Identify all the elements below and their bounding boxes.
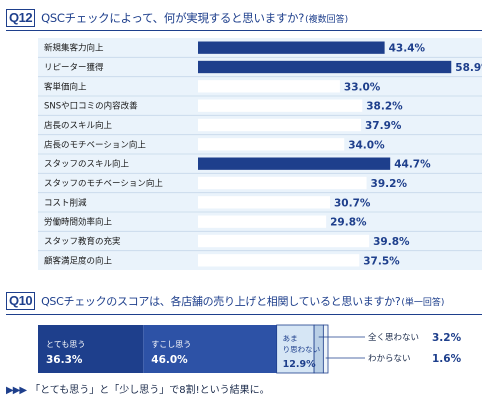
value-label: 37.9%: [365, 120, 402, 132]
value-label: 44.7%: [394, 159, 431, 171]
callout-value: 1.6%: [432, 353, 462, 365]
value-label: 29.8%: [330, 217, 367, 229]
q12-badge: Q12: [6, 9, 36, 27]
category-label: スタッフのモチベーション向上: [44, 178, 163, 189]
bar: [198, 215, 327, 228]
category-label: SNSや口コミの内容改善: [44, 101, 138, 112]
segment-label: り思わない: [283, 345, 321, 354]
summary-text: ▶▶▶ 「とても思う」と「少し思う」で8割!という結果に。: [6, 381, 270, 396]
bar: [198, 118, 361, 132]
bar: [198, 138, 345, 151]
segment-value: 46.0%: [151, 354, 188, 366]
value-label: 39.2%: [371, 178, 408, 190]
segment-label: あま: [283, 334, 298, 343]
segment: [276, 324, 315, 374]
summary-message: 「とても思う」と「少し思う」で8割!という結果に。: [30, 385, 270, 396]
bar: [198, 99, 363, 112]
bar: [198, 176, 367, 190]
category-label: スタッフ教育の充実: [44, 236, 121, 247]
segment: [322, 324, 329, 374]
category-label: スタッフのスキル向上: [44, 159, 130, 170]
q10-question: QSCチェックのスコアは、各店舗の売り上げと相関していると思いますか?: [41, 295, 401, 308]
q12-bar-chart: 新規集客力向上 43.4% リピーター獲得 58.9% 客単価向上 33.0% SNSや口コ…: [38, 38, 482, 270]
segment: [143, 325, 277, 373]
q10-badge: Q10: [6, 292, 36, 310]
value-label: 34.0%: [348, 139, 385, 151]
value-label: 30.7%: [334, 197, 371, 209]
category-label: 労働時間効率向上: [44, 217, 113, 228]
bar: [198, 80, 340, 93]
value-label: 38.2%: [366, 101, 403, 113]
q12-divider: [6, 30, 482, 31]
value-label: 43.4%: [389, 43, 426, 55]
bar: [198, 157, 391, 170]
category-label: 新規集客力向上: [44, 43, 104, 54]
bar: [198, 60, 452, 74]
segment: [38, 325, 144, 373]
segment-label: とても思う: [46, 340, 85, 349]
category-label: 店長のスキル向上: [44, 120, 113, 131]
value-label: 33.0%: [344, 81, 381, 93]
segment-value: 12.9%: [283, 359, 316, 370]
value-label: 58.9%: [455, 62, 482, 74]
arrow-icons: ▶▶▶: [6, 385, 27, 396]
segment-label: すこし思う: [151, 340, 191, 349]
q12-question: QSCチェックによって、何が実現すると思いますか?: [41, 11, 305, 25]
callout-label: 全く思わない: [368, 332, 419, 343]
segment-value: 36.3%: [46, 354, 83, 366]
bar: [198, 254, 360, 267]
q12-note: (複数回答): [305, 14, 349, 25]
q12-header: Q12 QSCチェックによって、何が実現すると思いますか? (複数回答): [6, 8, 348, 28]
value-label: 37.5%: [363, 255, 400, 267]
bar: [198, 41, 385, 54]
callout-value: 3.2%: [432, 332, 462, 344]
bar: [198, 234, 370, 248]
category-label: 顧客満足度の向上: [44, 255, 113, 266]
bar: [198, 196, 331, 209]
q10-note: (単一回答): [401, 297, 445, 308]
q10-divider: [6, 314, 482, 315]
category-label: 店長のモチベーション向上: [44, 139, 146, 150]
category-label: リピーター獲得: [44, 62, 104, 73]
category-label: コスト削減: [44, 197, 87, 208]
category-label: 客単価向上: [44, 81, 87, 92]
callout-label: わからない: [368, 354, 411, 364]
q10-header: Q10 QSCチェックのスコアは、各店舗の売り上げと相関していると思いますか? …: [6, 291, 444, 311]
value-label: 39.8%: [373, 236, 410, 248]
